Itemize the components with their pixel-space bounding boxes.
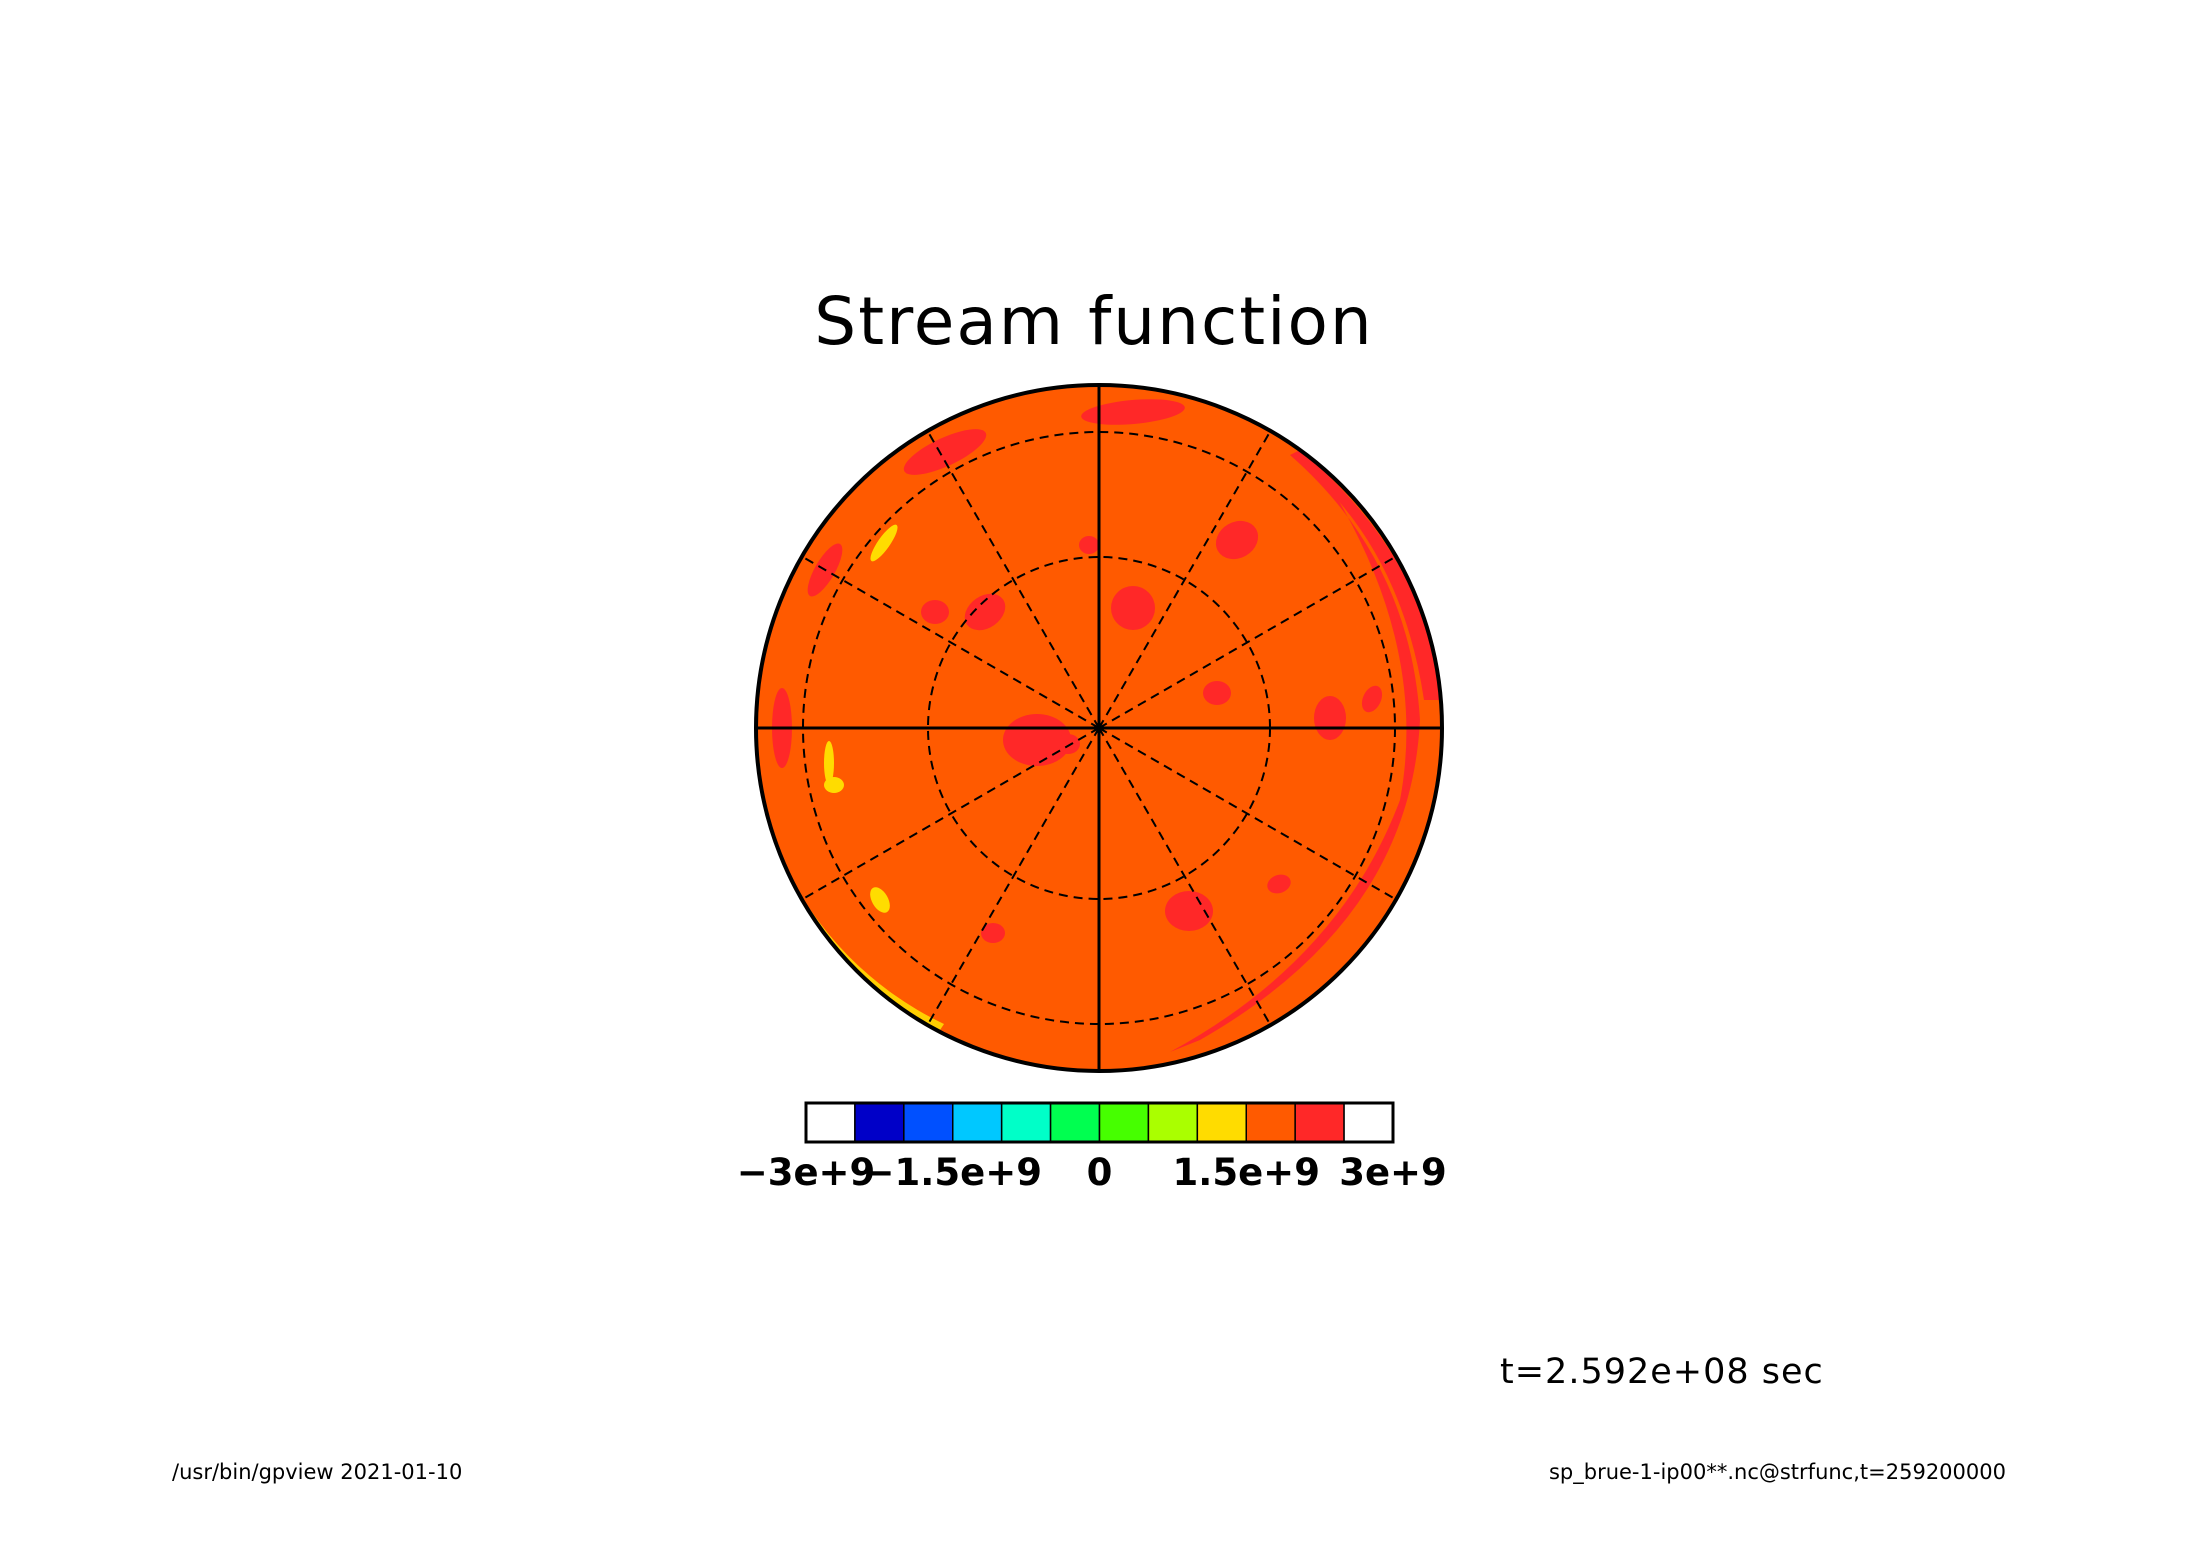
colorbar-swatch — [903, 1102, 954, 1143]
field-blob — [1314, 696, 1346, 740]
colorbar-tick-label: −1.5e+9 — [864, 1151, 1042, 1194]
disk-outline — [754, 383, 1444, 1073]
meridian-dashed — [1098, 430, 1272, 729]
colorbar-swatch — [1000, 1102, 1052, 1143]
field-spot — [824, 777, 844, 793]
meridian-dashed — [926, 727, 1100, 1026]
meridian-dashed — [801, 727, 1100, 901]
colorbar-tick-label: 1.5e+9 — [1173, 1151, 1320, 1194]
meridian-dashed — [926, 430, 1100, 729]
field-blob — [921, 600, 949, 624]
field-spot — [870, 524, 898, 562]
footer-right: sp_brue-1-ip00**.nc@strfunc,t=259200000 — [1548, 1460, 2006, 1484]
field-blob — [1203, 681, 1231, 705]
colorbar-frame — [804, 1101, 1395, 1144]
meridian-dashed — [1098, 727, 1272, 1026]
colorbar-swatch — [952, 1102, 1003, 1143]
colorbar-swatch — [1196, 1102, 1248, 1143]
field-blob — [903, 429, 987, 475]
field-blob — [1079, 536, 1099, 554]
grid-layer — [754, 383, 1444, 1073]
colorbar-swatch — [1098, 1102, 1150, 1143]
colorbar: −3e+9−1.5e+9 0 1.5e+9 3e+9 — [737, 1101, 1447, 1194]
meridian-dashed — [801, 555, 1100, 729]
chart-title: Stream function — [814, 283, 1374, 360]
field-blob — [1267, 874, 1291, 894]
colorbar-tick-label: 0 — [1087, 1151, 1113, 1194]
colorbar-swatch — [1343, 1102, 1394, 1143]
field-blob — [1215, 520, 1259, 560]
colorbar-swatch — [854, 1102, 905, 1143]
footer-left: /usr/bin/gpview 2021-01-10 — [172, 1460, 463, 1484]
field-blob — [1111, 586, 1155, 630]
colorbar-tick-label: 3e+9 — [1339, 1151, 1447, 1194]
field-blob — [1165, 891, 1213, 931]
field-spot — [824, 741, 834, 785]
field-blob — [964, 593, 1006, 631]
field-blob — [1081, 399, 1185, 425]
colorbar-swatch — [1294, 1102, 1345, 1143]
colorbar-tick-label: −3e+9 — [737, 1151, 876, 1194]
field-blob — [1361, 685, 1383, 713]
meridian-dashed — [1098, 727, 1397, 901]
colorbar-swatch — [1147, 1102, 1199, 1143]
field-blob — [1056, 734, 1080, 754]
rim-red-band-upper — [1290, 450, 1440, 700]
colorbar-swatch — [1245, 1102, 1296, 1143]
colorbar-swatch — [805, 1102, 856, 1143]
meridian-dashed — [1098, 555, 1397, 729]
rim-red-band — [1170, 455, 1420, 1052]
field-spot — [870, 887, 890, 913]
time-label: t=2.592e+08 sec — [1500, 1352, 1824, 1392]
field-blob — [981, 923, 1005, 943]
colorbar-swatch — [1049, 1102, 1101, 1143]
